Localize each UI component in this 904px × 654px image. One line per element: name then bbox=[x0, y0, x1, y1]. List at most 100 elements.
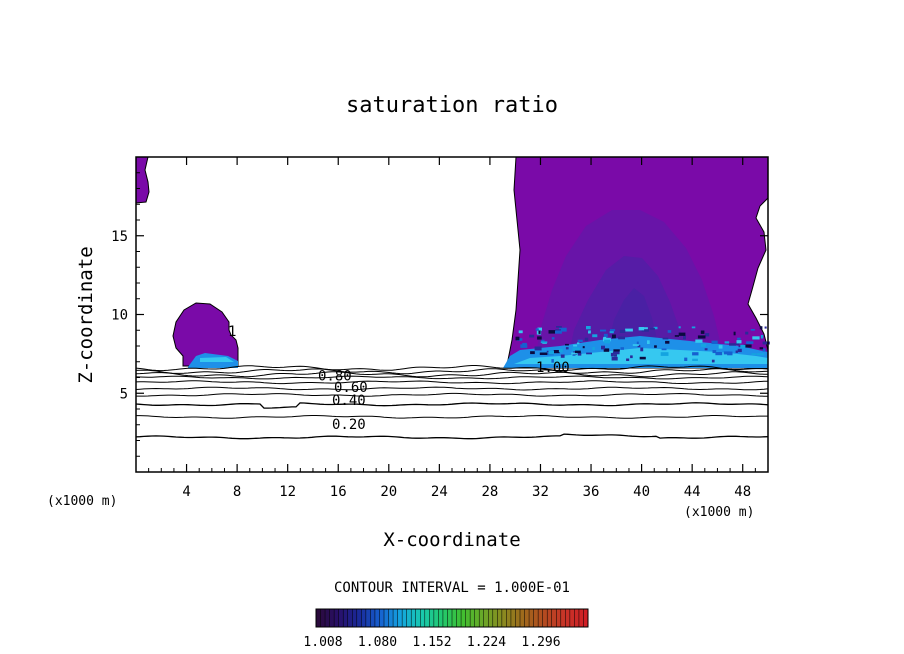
right-cloud-core-deep bbox=[606, 288, 660, 352]
colorbar-swatch bbox=[347, 609, 353, 627]
colorbar-tick-label: 1.008 bbox=[303, 635, 342, 650]
contour-line bbox=[135, 380, 768, 385]
speckle bbox=[610, 329, 616, 332]
speckle bbox=[641, 328, 649, 332]
colorbar-swatch bbox=[578, 609, 584, 627]
speckle bbox=[555, 330, 562, 334]
x-tick-label: 16 bbox=[330, 484, 347, 500]
speckle bbox=[740, 344, 746, 349]
speckle bbox=[647, 340, 650, 344]
speckle bbox=[752, 336, 760, 340]
speckle bbox=[619, 329, 626, 333]
colorbar-swatch bbox=[402, 609, 407, 627]
x-tick-label: 36 bbox=[583, 484, 600, 500]
y-tick-label: 10 bbox=[111, 308, 128, 324]
speckle bbox=[678, 332, 686, 336]
colorbar-swatch bbox=[384, 609, 389, 627]
colorbar-swatch bbox=[583, 609, 589, 627]
speckle bbox=[738, 345, 741, 348]
x-unit-right: (x1000 m) bbox=[684, 505, 754, 520]
speckle bbox=[764, 326, 767, 329]
speckle bbox=[665, 340, 670, 344]
y-axis-ticks: 5 10 15 bbox=[111, 172, 768, 457]
chart-title: saturation ratio bbox=[346, 93, 558, 118]
x-tick-label: 24 bbox=[431, 484, 448, 500]
speckle bbox=[627, 351, 632, 355]
speckle bbox=[577, 352, 582, 356]
speckle bbox=[541, 339, 545, 343]
speckle bbox=[520, 344, 528, 348]
speckle bbox=[537, 327, 542, 331]
colorbar-swatch bbox=[560, 609, 566, 627]
colorbar-swatch bbox=[565, 609, 571, 627]
colorbar-swatch bbox=[338, 609, 344, 627]
contour-line bbox=[136, 414, 768, 419]
colorbar-swatch bbox=[365, 609, 371, 627]
colorbar-swatch bbox=[474, 609, 480, 627]
speckle bbox=[516, 338, 523, 341]
y-tick-label: 5 bbox=[120, 386, 128, 402]
speckle bbox=[653, 326, 658, 330]
speckle bbox=[712, 350, 717, 354]
colorbar-swatch bbox=[411, 609, 417, 627]
speckle bbox=[588, 330, 591, 333]
right-cloud-base-light bbox=[514, 348, 768, 364]
colorbar-swatch bbox=[506, 609, 512, 627]
left-cloud-base-light bbox=[200, 357, 234, 362]
speckle bbox=[613, 349, 620, 352]
colorbar-swatch bbox=[320, 609, 326, 627]
x-unit-left: (x1000 m) bbox=[47, 494, 117, 509]
speckle bbox=[539, 352, 548, 355]
colorbar-swatch bbox=[461, 609, 466, 627]
speckle bbox=[736, 342, 740, 345]
colorbar-swatch bbox=[529, 609, 534, 627]
speckle bbox=[711, 359, 715, 363]
speckle bbox=[582, 346, 585, 349]
speckle bbox=[662, 337, 669, 340]
colorbar-swatch bbox=[542, 609, 548, 627]
speckle bbox=[555, 329, 561, 332]
speckle bbox=[705, 333, 710, 337]
colorbar-swatch bbox=[316, 609, 321, 627]
speckle bbox=[625, 328, 633, 332]
speckle bbox=[603, 333, 608, 338]
cloud-base-speckles bbox=[515, 326, 770, 363]
colorbar-swatch bbox=[520, 609, 525, 627]
speckle bbox=[584, 337, 589, 341]
colorbar-swatch bbox=[497, 609, 503, 627]
contour-label: 1.00 bbox=[536, 360, 570, 376]
colorbar-swatch bbox=[334, 609, 339, 627]
speckle bbox=[551, 337, 555, 340]
speckle bbox=[588, 331, 591, 334]
speckle bbox=[683, 335, 686, 340]
speckle bbox=[530, 351, 535, 355]
speckle bbox=[604, 339, 610, 344]
speckle bbox=[661, 348, 667, 351]
contour-line bbox=[135, 433, 769, 440]
speckle bbox=[538, 330, 541, 334]
x-tick-label: 12 bbox=[279, 484, 296, 500]
speckle bbox=[639, 356, 646, 360]
speckle bbox=[638, 327, 645, 331]
contour-label: 0.40 bbox=[332, 393, 366, 409]
colorbar-swatch bbox=[393, 609, 398, 627]
speckle bbox=[610, 352, 614, 357]
contour-line bbox=[135, 371, 768, 378]
speckle bbox=[592, 334, 598, 338]
colorbar-swatch bbox=[374, 609, 380, 627]
speckle bbox=[534, 346, 542, 351]
contour-label: 0.80 bbox=[318, 368, 352, 384]
colorbar-swatch bbox=[465, 609, 471, 627]
contour-line bbox=[136, 392, 769, 397]
colorbar-swatch bbox=[538, 609, 543, 627]
x-tick-label: 28 bbox=[481, 484, 498, 500]
saturation-fill-regions bbox=[135, 156, 770, 369]
speckle bbox=[759, 347, 764, 350]
colorbar-swatch bbox=[569, 609, 575, 627]
speckle bbox=[556, 326, 562, 328]
speckle bbox=[551, 359, 554, 363]
speckle bbox=[603, 348, 610, 352]
speckle bbox=[612, 334, 616, 339]
speckle bbox=[692, 358, 698, 361]
